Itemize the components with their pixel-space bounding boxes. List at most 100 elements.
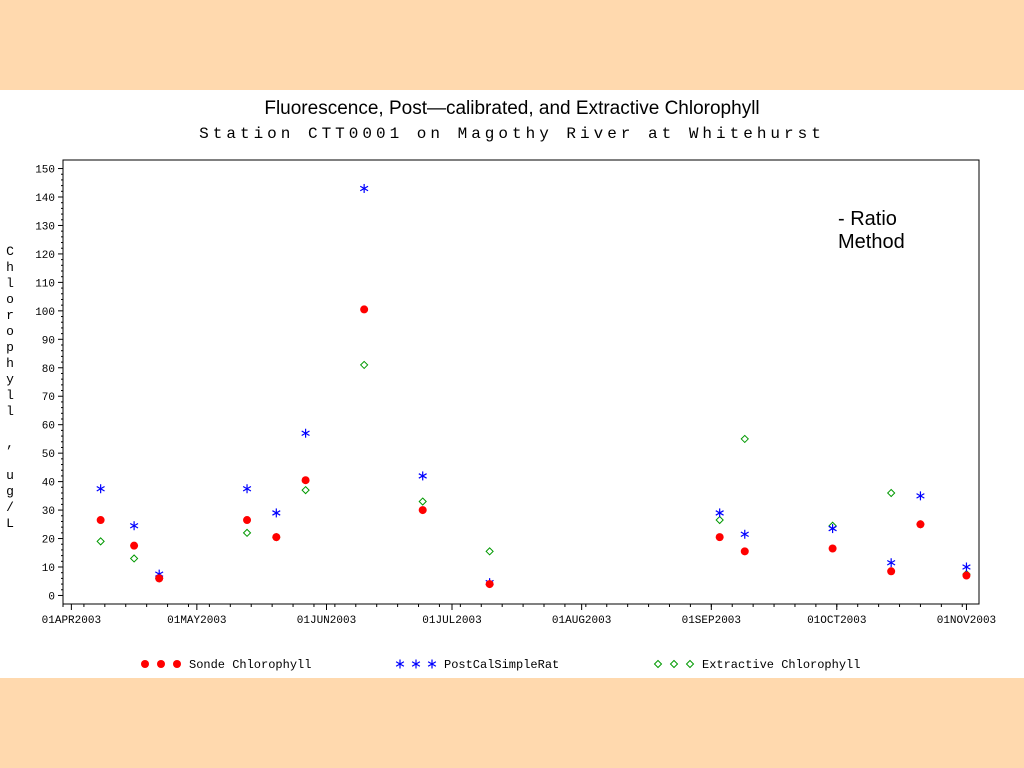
y-label-char: l <box>6 404 14 419</box>
dot-point <box>887 567 896 576</box>
legend-marker <box>653 659 663 669</box>
y-axis: 0 10 20 30 40 50 60 70 80 90 100 110 120 130 140 150 <box>35 165 63 603</box>
chart-title: Fluorescence, Post—calibrated, and Extra… <box>264 98 759 119</box>
diamond-point <box>359 360 369 370</box>
ratio-method-annotation: - Ratio Method <box>838 208 905 253</box>
x-axis: 01APR2003 01MAY2003 01JUN2003 01JUL2003 01AU… <box>42 604 996 627</box>
legend-label: PostCalSimpleRat <box>444 658 559 672</box>
y-tick-label: 80 <box>42 364 55 376</box>
diamond-point <box>485 547 494 556</box>
legend-marker <box>669 659 679 669</box>
y-label-char: L <box>6 516 14 531</box>
y-label-char: o <box>6 324 14 339</box>
dot-point <box>243 516 252 525</box>
y-tick-label: 20 <box>42 535 55 547</box>
legend-marker <box>173 660 181 668</box>
y-label-char: u <box>6 468 14 483</box>
diamond-point <box>129 554 139 563</box>
y-tick-label: 150 <box>35 165 55 177</box>
chart-subtitle: Station CTT0001 on Magothy River at Whit… <box>199 125 825 143</box>
dot-point <box>715 533 724 542</box>
y-tick-label: 0 <box>48 591 55 603</box>
asterisk-point <box>962 562 971 572</box>
asterisk-point <box>828 524 837 534</box>
y-tick-label: 50 <box>42 449 55 461</box>
chart-svg: Fluorescence, Post—calibrated, and Extra… <box>6 98 996 672</box>
y-label-char: l <box>6 276 14 291</box>
y-tick-label: 30 <box>42 506 55 518</box>
dot-point <box>155 574 164 583</box>
y-label-char: h <box>6 260 14 275</box>
legend-marker <box>141 660 149 668</box>
y-tick-label: 110 <box>35 278 55 290</box>
y-tick-label: 130 <box>35 221 55 233</box>
diamond-point <box>740 434 749 444</box>
dot-point <box>962 571 971 580</box>
chart-panel: Fluorescence, Post—calibrated, and Extra… <box>0 90 1024 678</box>
y-label-char: , <box>6 436 14 451</box>
y-tick-label: 10 <box>42 563 55 575</box>
dot-point <box>828 544 837 553</box>
legend-marker <box>685 659 695 669</box>
asterisk-point <box>359 183 369 193</box>
y-label-char: / <box>6 500 14 515</box>
x-tick-label: 01NOV2003 <box>937 615 996 627</box>
asterisk-point <box>418 471 427 481</box>
x-tick-label: 01APR2003 <box>42 615 101 627</box>
diamond-point <box>242 528 252 538</box>
asterisk-point <box>301 428 310 438</box>
diamond-point <box>418 497 427 506</box>
legend-marker <box>427 659 437 669</box>
y-tick-label: 100 <box>35 307 55 319</box>
legend-marker <box>157 660 165 668</box>
x-tick-label: 01JUL2003 <box>422 615 481 627</box>
y-tick-label: 60 <box>42 421 55 433</box>
asterisk-point <box>272 508 281 518</box>
x-tick-label: 01AUG2003 <box>552 615 611 627</box>
asterisk-point <box>96 484 105 494</box>
x-tick-label: 01OCT2003 <box>807 615 866 627</box>
y-tick-label: 120 <box>35 250 55 262</box>
diamond-point <box>301 485 310 495</box>
asterisk-point <box>242 484 252 494</box>
asterisk-point <box>886 558 896 568</box>
dot-point <box>301 476 310 485</box>
diamond-point <box>715 515 724 525</box>
asterisk-point <box>740 529 749 539</box>
dot-point <box>418 506 427 515</box>
legend-label: Sonde Chlorophyll <box>189 658 311 672</box>
y-label-char: r <box>6 308 14 323</box>
asterisk-point <box>715 508 724 518</box>
y-label-char: p <box>6 340 14 355</box>
dot-point <box>916 520 925 529</box>
y-label-char: C <box>6 244 14 259</box>
x-tick-label: 01SEP2003 <box>682 615 741 627</box>
data-marks <box>96 183 971 589</box>
legend: Sonde Chlorophyll PostCalSimpleRat Extract… <box>141 658 860 672</box>
dot-point <box>130 541 139 550</box>
x-tick-label: 01JUN2003 <box>297 615 356 627</box>
dot-point <box>485 580 494 589</box>
legend-marker <box>395 659 405 669</box>
dot-point <box>272 533 281 542</box>
y-label-char: g <box>6 484 14 499</box>
x-tick-label: 01MAY2003 <box>167 615 226 627</box>
y-tick-label: 70 <box>42 392 55 404</box>
y-tick-label: 90 <box>42 335 55 347</box>
y-label-char: h <box>6 356 14 371</box>
y-tick-label: 40 <box>42 478 55 490</box>
y-label-char: y <box>6 372 14 387</box>
legend-label: Extractive Chlorophyll <box>702 658 860 672</box>
y-tick-label: 140 <box>35 193 55 205</box>
legend-marker <box>411 659 421 669</box>
asterisk-point <box>916 491 925 501</box>
dot-point <box>740 547 749 556</box>
diamond-point <box>96 537 105 546</box>
plot-frame <box>62 159 980 605</box>
asterisk-point <box>129 521 139 531</box>
y-label-char: l <box>6 388 14 403</box>
y-label-char: o <box>6 292 14 307</box>
y-axis-label: Chlorophyll , ug/L <box>6 244 14 531</box>
diamond-point <box>886 488 896 498</box>
dot-point <box>360 305 369 314</box>
